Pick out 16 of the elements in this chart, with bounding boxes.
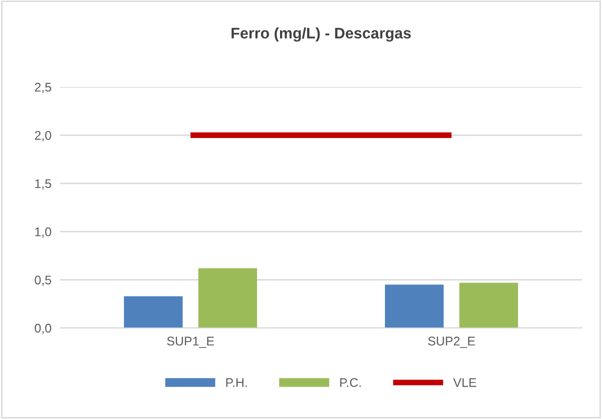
x-tick-label: SUP2_E [428,336,475,348]
legend-label: P.C. [340,378,361,387]
bar [459,282,518,328]
y-tick-label: 0,5 [34,276,52,286]
y-tick-label: 0,0 [34,324,52,334]
y-tick-label: 2,0 [34,131,52,142]
bar [198,268,258,328]
legend-label: VLE [453,378,476,387]
bar [124,296,183,328]
x-tick-label: SUP1_E [167,336,214,348]
bar [384,284,444,328]
y-tick-label: 2,5 [34,82,52,94]
legend-label: P.H. [226,378,247,387]
y-tick-label: 1,0 [35,227,52,238]
chart-title: Ferro (mg/L) - Descargas [232,27,411,42]
y-tick-label: 1,5 [35,179,52,190]
